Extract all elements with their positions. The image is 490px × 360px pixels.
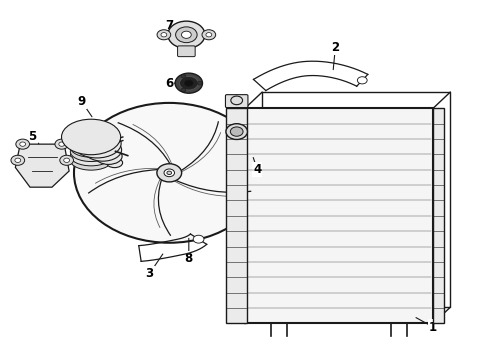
Circle shape <box>167 171 171 175</box>
Circle shape <box>157 30 171 40</box>
Text: 5: 5 <box>28 130 37 144</box>
Circle shape <box>175 27 197 42</box>
Ellipse shape <box>73 129 121 158</box>
Circle shape <box>206 33 212 37</box>
Circle shape <box>184 80 193 86</box>
Circle shape <box>60 155 74 165</box>
Circle shape <box>11 155 24 165</box>
FancyBboxPatch shape <box>177 46 195 57</box>
Ellipse shape <box>95 148 122 165</box>
Polygon shape <box>226 108 247 323</box>
Circle shape <box>15 158 21 162</box>
Circle shape <box>161 33 167 37</box>
Text: 3: 3 <box>146 267 154 280</box>
Circle shape <box>168 21 205 48</box>
Text: 6: 6 <box>165 77 173 90</box>
Text: 9: 9 <box>77 95 85 108</box>
Text: 7: 7 <box>165 19 173 32</box>
Text: 2: 2 <box>331 41 340 54</box>
Circle shape <box>181 88 186 92</box>
Circle shape <box>16 139 29 149</box>
Ellipse shape <box>62 119 121 155</box>
Circle shape <box>181 31 191 39</box>
Circle shape <box>181 75 186 78</box>
Circle shape <box>357 77 367 84</box>
Circle shape <box>179 76 198 90</box>
Text: 4: 4 <box>253 163 261 176</box>
Circle shape <box>55 139 69 149</box>
Ellipse shape <box>106 158 122 168</box>
Ellipse shape <box>71 142 112 162</box>
Ellipse shape <box>71 129 112 149</box>
Circle shape <box>175 73 202 93</box>
Ellipse shape <box>71 150 112 170</box>
Ellipse shape <box>84 139 122 161</box>
Polygon shape <box>245 108 433 323</box>
Circle shape <box>74 103 265 243</box>
Circle shape <box>202 30 216 40</box>
Polygon shape <box>15 144 69 187</box>
Circle shape <box>226 124 247 139</box>
Circle shape <box>193 235 204 243</box>
Text: 8: 8 <box>185 252 193 265</box>
Circle shape <box>164 169 174 177</box>
Circle shape <box>64 158 70 162</box>
Ellipse shape <box>71 146 112 166</box>
Ellipse shape <box>71 138 112 157</box>
Circle shape <box>157 164 182 182</box>
Text: 1: 1 <box>429 320 437 333</box>
Circle shape <box>20 142 25 146</box>
Circle shape <box>59 142 65 146</box>
FancyBboxPatch shape <box>225 95 248 108</box>
Circle shape <box>231 96 243 105</box>
Polygon shape <box>433 108 444 323</box>
Ellipse shape <box>71 133 112 153</box>
Circle shape <box>230 127 243 136</box>
Circle shape <box>197 81 202 85</box>
